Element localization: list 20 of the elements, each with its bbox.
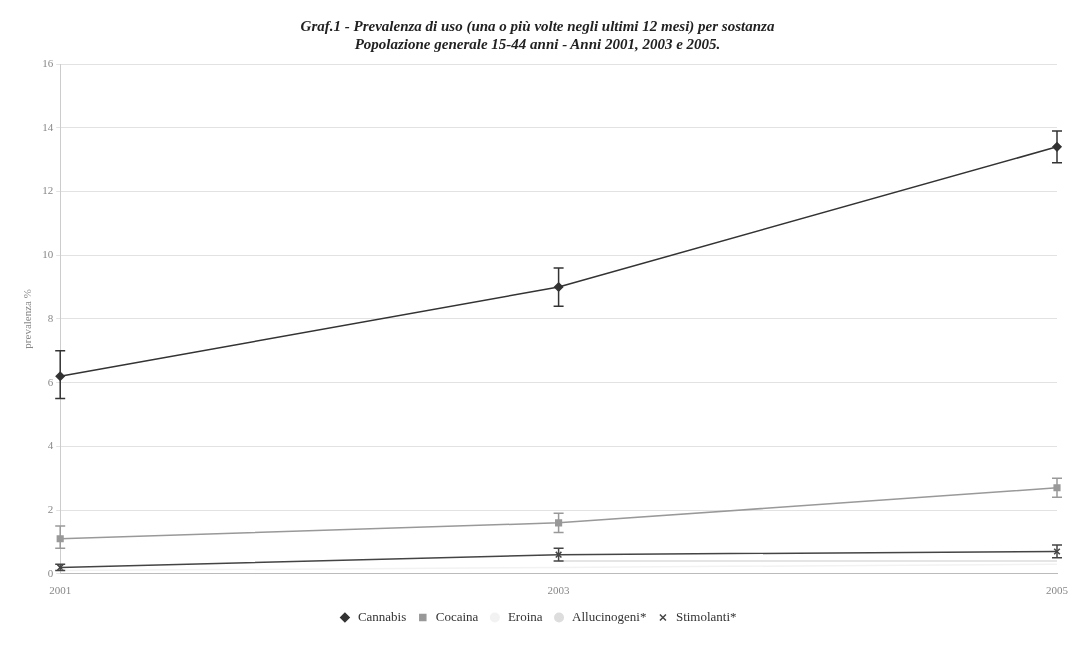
y-tick-label: 0	[47, 566, 54, 579]
y-tick-label: 4	[47, 439, 54, 452]
y-tick-label: 12	[42, 184, 54, 197]
chart-subtitle: Popolazione generale 15-44 anni - Anni 2001, 2003 e 2005.	[354, 35, 721, 52]
legend-label: Cocaina	[435, 608, 479, 624]
y-tick-label: 6	[47, 375, 54, 388]
legend-label: Eroina	[507, 608, 543, 624]
legend-label: Stimolanti*	[675, 608, 737, 624]
y-tick-label: 14	[42, 120, 54, 133]
x-tick-label: 2005	[1046, 584, 1069, 597]
x-tick-label: 2003	[547, 584, 571, 597]
y-tick-label: 10	[42, 248, 54, 261]
y-tick-label: 16	[42, 56, 54, 69]
legend-label: Allucinogeni*	[572, 608, 647, 624]
legend-label: Cannabis	[357, 608, 407, 624]
chart-title: Graf.1 - Prevalenza di uso (una o più volte negli ultimi 12 mesi) per sostanza	[300, 17, 775, 35]
y-tick-label: 2	[47, 502, 54, 515]
y-tick-label: 8	[47, 311, 54, 324]
x-tick-label: 2001	[49, 584, 72, 597]
y-axis-title: prevalenza %	[21, 289, 34, 349]
